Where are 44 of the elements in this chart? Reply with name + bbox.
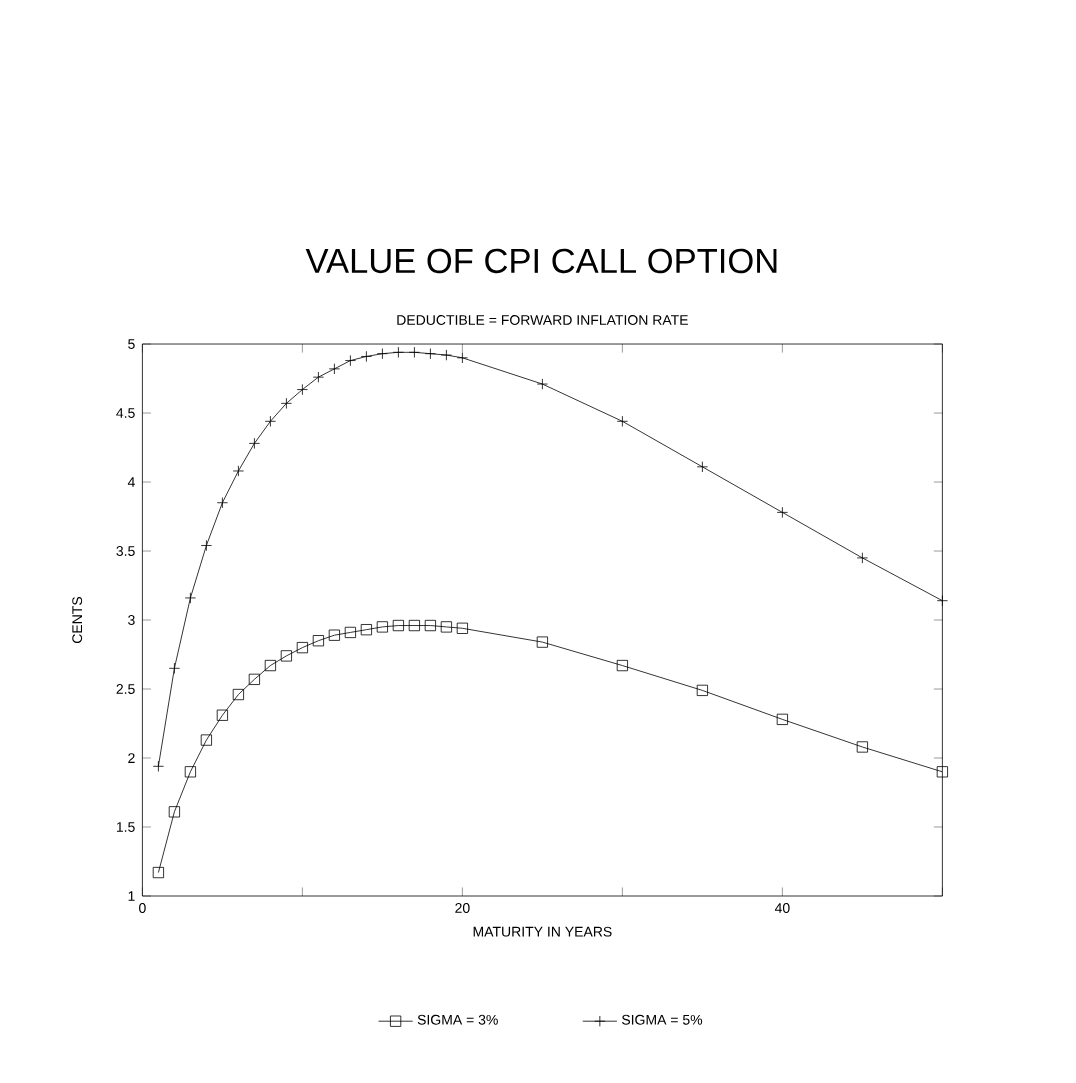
point	[376, 621, 388, 633]
y-tick-label: 4.5	[116, 408, 135, 418]
point	[344, 626, 356, 639]
point	[536, 636, 548, 648]
y-tick-label: 3	[128, 615, 135, 625]
point	[248, 673, 260, 685]
x-tick-label: 0	[139, 903, 146, 913]
point	[184, 766, 196, 778]
point	[424, 619, 436, 632]
legend-label: SIGMA = 5%	[621, 1014, 703, 1025]
point	[328, 629, 340, 641]
point	[232, 688, 244, 701]
point	[936, 766, 948, 778]
point	[856, 741, 868, 753]
point	[280, 650, 292, 662]
y-tick-label: 5	[128, 339, 135, 349]
point	[296, 642, 308, 654]
point	[200, 734, 212, 746]
point	[360, 624, 372, 636]
point	[168, 806, 180, 818]
point	[152, 866, 164, 879]
y-tick-label: 2.5	[116, 684, 135, 694]
point	[264, 659, 276, 672]
y-tick-label: 1.5	[116, 822, 135, 832]
y-axis-title: CENTS	[72, 596, 83, 644]
y-tick-label: 2	[128, 753, 135, 763]
point	[408, 619, 420, 632]
point	[216, 709, 228, 721]
x-tick-label: 40	[774, 903, 790, 913]
point	[456, 622, 468, 634]
y-tick-label: 4	[127, 477, 135, 487]
point	[440, 621, 452, 633]
point	[776, 713, 788, 725]
y-tick-label: 1	[128, 891, 135, 901]
x-axis-title: MATURITY IN YEARS	[473, 926, 612, 937]
point	[392, 619, 404, 632]
point	[696, 684, 708, 696]
y-tick-label: 3.5	[116, 546, 135, 556]
chart-subtitle: DEDUCTIBLE = FORWARD INFLATION RATE	[397, 315, 688, 325]
x-tick-label: 20	[455, 903, 470, 913]
point	[312, 635, 324, 647]
legend-label: SIGMA = 3%	[417, 1014, 498, 1025]
chart-title: VALUE OF CPI CALL OPTION	[305, 248, 777, 274]
point	[616, 659, 628, 672]
